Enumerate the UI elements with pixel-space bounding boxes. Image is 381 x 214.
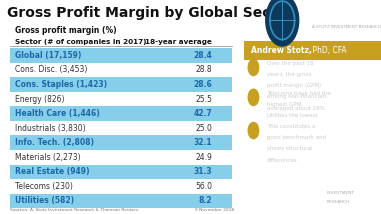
Circle shape bbox=[248, 59, 259, 76]
Text: Energy (826): Energy (826) bbox=[14, 95, 64, 104]
Text: 32.1: 32.1 bbox=[194, 138, 212, 147]
Text: Global (17,159): Global (17,159) bbox=[14, 51, 81, 60]
Text: Cons. Disc. (3,453): Cons. Disc. (3,453) bbox=[14, 65, 87, 74]
FancyBboxPatch shape bbox=[244, 41, 381, 60]
FancyBboxPatch shape bbox=[10, 165, 232, 179]
Circle shape bbox=[248, 122, 259, 139]
Text: Industrials (3,830): Industrials (3,830) bbox=[14, 124, 85, 133]
Text: Gross profit margin (%): Gross profit margin (%) bbox=[14, 26, 116, 35]
FancyBboxPatch shape bbox=[10, 106, 232, 121]
Text: Telecoms (230): Telecoms (230) bbox=[14, 182, 72, 191]
Text: 28.4: 28.4 bbox=[194, 51, 212, 60]
Text: 28.8: 28.8 bbox=[195, 65, 212, 74]
Text: years, the gross: years, the gross bbox=[267, 72, 311, 77]
Circle shape bbox=[266, 0, 299, 46]
Text: profit margin (GPM): profit margin (GPM) bbox=[267, 83, 321, 88]
Text: Telecoms have had the: Telecoms have had the bbox=[267, 91, 331, 96]
Text: 42.7: 42.7 bbox=[194, 109, 212, 118]
Text: highest GPM,: highest GPM, bbox=[267, 102, 303, 107]
Text: INVESTMENT: INVESTMENT bbox=[326, 191, 354, 195]
Text: 25.0: 25.0 bbox=[195, 124, 212, 133]
Text: 8.2: 8.2 bbox=[199, 196, 212, 205]
FancyBboxPatch shape bbox=[10, 77, 232, 92]
Circle shape bbox=[248, 89, 259, 106]
Text: RESEARCH: RESEARCH bbox=[326, 200, 349, 204]
Text: differences: differences bbox=[267, 158, 298, 162]
Text: 31.3: 31.3 bbox=[194, 167, 212, 176]
Text: Health Care (1,446): Health Care (1,446) bbox=[14, 109, 99, 118]
Text: 24.9: 24.9 bbox=[195, 153, 212, 162]
Text: good benchmark and: good benchmark and bbox=[267, 135, 326, 140]
Text: Utilities (582): Utilities (582) bbox=[14, 196, 74, 205]
Text: Utilities the lowest: Utilities the lowest bbox=[267, 113, 318, 118]
Text: Sector (# of companies in 2017): Sector (# of companies in 2017) bbox=[14, 39, 146, 45]
Text: 9 November 2018: 9 November 2018 bbox=[195, 208, 234, 212]
Text: Real Estate (949): Real Estate (949) bbox=[14, 167, 89, 176]
Text: shows structural: shows structural bbox=[267, 146, 313, 151]
Text: FVMR INVESTING: FVMR INVESTING bbox=[312, 9, 381, 18]
Text: 28.6: 28.6 bbox=[194, 80, 212, 89]
FancyBboxPatch shape bbox=[10, 135, 232, 150]
Text: 56.0: 56.0 bbox=[195, 182, 212, 191]
Text: Gross Profit Margin by Global Sector: Gross Profit Margin by Global Sector bbox=[7, 6, 294, 20]
Text: Sources: A. Stotz Investment Research & Thomson Reuters: Sources: A. Stotz Investment Research & … bbox=[10, 208, 138, 212]
Text: among non-financials: among non-financials bbox=[267, 94, 327, 99]
FancyBboxPatch shape bbox=[10, 194, 232, 208]
Text: Info. Tech. (2,808): Info. Tech. (2,808) bbox=[14, 138, 94, 147]
FancyBboxPatch shape bbox=[10, 48, 232, 63]
Text: 18-year average: 18-year average bbox=[145, 39, 212, 45]
Text: Over the past 18: Over the past 18 bbox=[267, 61, 314, 66]
Text: averaged about 28%: averaged about 28% bbox=[267, 106, 325, 110]
Text: This constitutes a: This constitutes a bbox=[267, 124, 315, 129]
Text: PhD, CFA: PhD, CFA bbox=[310, 46, 346, 55]
Text: A STOTZ INVESTMENT RESEARCH: A STOTZ INVESTMENT RESEARCH bbox=[312, 25, 381, 29]
Text: Andrew Stotz,: Andrew Stotz, bbox=[251, 46, 312, 55]
Text: 25.5: 25.5 bbox=[195, 95, 212, 104]
Text: Materials (2,273): Materials (2,273) bbox=[14, 153, 80, 162]
Text: Cons. Staples (1,423): Cons. Staples (1,423) bbox=[14, 80, 107, 89]
